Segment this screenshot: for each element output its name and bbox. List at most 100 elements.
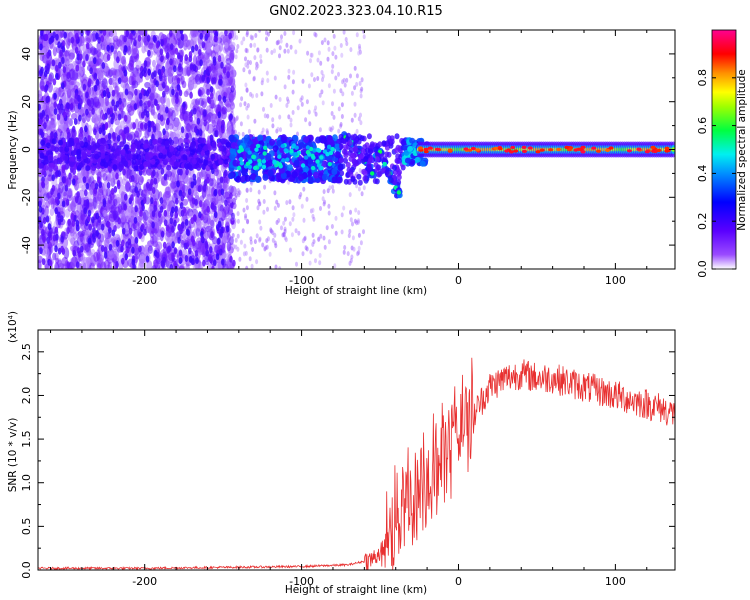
heatmap-cell (147, 100, 151, 108)
heatmap-cell (287, 114, 291, 120)
heatmap-cell (184, 54, 188, 62)
heatmap-cell (177, 236, 181, 244)
heatmap-cell (311, 232, 315, 238)
heatmap-cell (207, 160, 213, 167)
heatmap-cell (332, 88, 336, 94)
heatmap-cell (111, 229, 116, 237)
heatmap-cell (174, 211, 178, 219)
heatmap-cell (236, 165, 242, 171)
heatmap-cell (95, 212, 99, 220)
heatmap-cell (255, 233, 259, 239)
heatmap-cell (194, 250, 199, 257)
heatmap-cell (139, 122, 144, 130)
heatmap-cell (288, 221, 292, 227)
heatmap-cell (257, 198, 261, 204)
heatmap-cell (250, 263, 254, 269)
heatmap-cell (239, 121, 243, 127)
heatmap-cell (175, 197, 179, 205)
heatmap-cell (206, 185, 211, 197)
heatmap-cell (271, 123, 275, 129)
heatmap-cell (280, 225, 283, 231)
heatmap-cell (325, 152, 330, 157)
heatmap-cell (127, 238, 132, 246)
heatmap-cell (133, 165, 139, 172)
heatmap-cell (259, 54, 263, 59)
heatmap-cell (358, 43, 361, 49)
heatmap-cell (261, 77, 265, 83)
heatmap-cell (201, 41, 206, 49)
heatmap-cell (162, 81, 166, 89)
heatmap-cell (123, 193, 128, 201)
heatmap-cell (204, 198, 210, 208)
heatmap-cell (262, 209, 266, 215)
heatmap-cell (337, 106, 341, 112)
heatmap-cell (229, 91, 236, 101)
heatmap-cell (91, 216, 95, 224)
heatmap-cell (220, 138, 226, 145)
heatmap-cell (326, 188, 330, 194)
heatmap-cell (166, 117, 170, 125)
heatmap-cell (353, 101, 357, 107)
heatmap-cell (273, 75, 277, 81)
heatmap-cell (113, 213, 117, 221)
heatmap-cell (136, 154, 142, 161)
heatmap-cell (43, 247, 50, 257)
heatmap-cell (201, 74, 205, 82)
heatmap-cell (49, 208, 55, 216)
heatmap-cell (104, 122, 109, 129)
heatmap-cell (179, 30, 184, 35)
heatmap-cell (331, 101, 334, 107)
heatmap-cell (48, 120, 56, 130)
heatmap-cell (50, 35, 54, 43)
heatmap-cell (148, 151, 154, 158)
heatmap-cell (55, 257, 60, 264)
heatmap-cell (48, 74, 53, 85)
heatmap-cell (171, 241, 175, 249)
heatmap-cell (206, 96, 211, 104)
heatmap-cell (69, 103, 74, 111)
heatmap-cell (307, 109, 311, 115)
heatmap-cell (351, 235, 355, 241)
heatmap-cell (308, 121, 312, 127)
heatmap-cell (43, 70, 48, 78)
heatmap-cell (76, 150, 82, 157)
heatmap-cell (214, 35, 218, 43)
heatmap-cell (159, 48, 164, 56)
heatmap-cell (162, 193, 167, 201)
heatmap-cell (93, 128, 97, 136)
heatmap-cell (157, 137, 163, 144)
heatmap-cell (53, 101, 57, 109)
heatmap-cell (151, 187, 156, 194)
heatmap-cell (167, 237, 172, 245)
heatmap-cell (85, 91, 89, 99)
heatmap-cell (347, 139, 353, 146)
heatmap-cell (298, 174, 305, 182)
heatmap-cell (112, 164, 118, 171)
heatmap-cell (48, 155, 54, 162)
heatmap-cell (146, 223, 152, 234)
heatmap-cell (71, 219, 76, 227)
heatmap-cell (203, 159, 208, 166)
heatmap-cell (288, 199, 292, 205)
heatmap-cell (192, 54, 198, 67)
heatmap-cell (291, 171, 298, 179)
heatmap-cell (319, 60, 323, 66)
heatmap-cell (179, 227, 183, 235)
heatmap-cell (236, 218, 240, 224)
heatmap-cell (101, 62, 106, 69)
heatmap-cell (339, 122, 343, 127)
heatmap-cell (277, 218, 281, 223)
heatmap-cell (154, 99, 158, 107)
heatmap-cell (300, 95, 304, 101)
heatmap-cell (66, 227, 70, 234)
heatmap-cell (255, 65, 258, 71)
heatmap-cell (101, 78, 108, 89)
heatmap-cell (120, 212, 126, 223)
heatmap-cell (226, 127, 232, 137)
heatmap-cell (94, 153, 100, 160)
heatmap-cell (202, 184, 207, 192)
heatmap-cell (133, 103, 138, 111)
heatmap-cell (109, 67, 117, 74)
heatmap-cell (216, 224, 220, 232)
heatmap-cell (231, 100, 235, 106)
